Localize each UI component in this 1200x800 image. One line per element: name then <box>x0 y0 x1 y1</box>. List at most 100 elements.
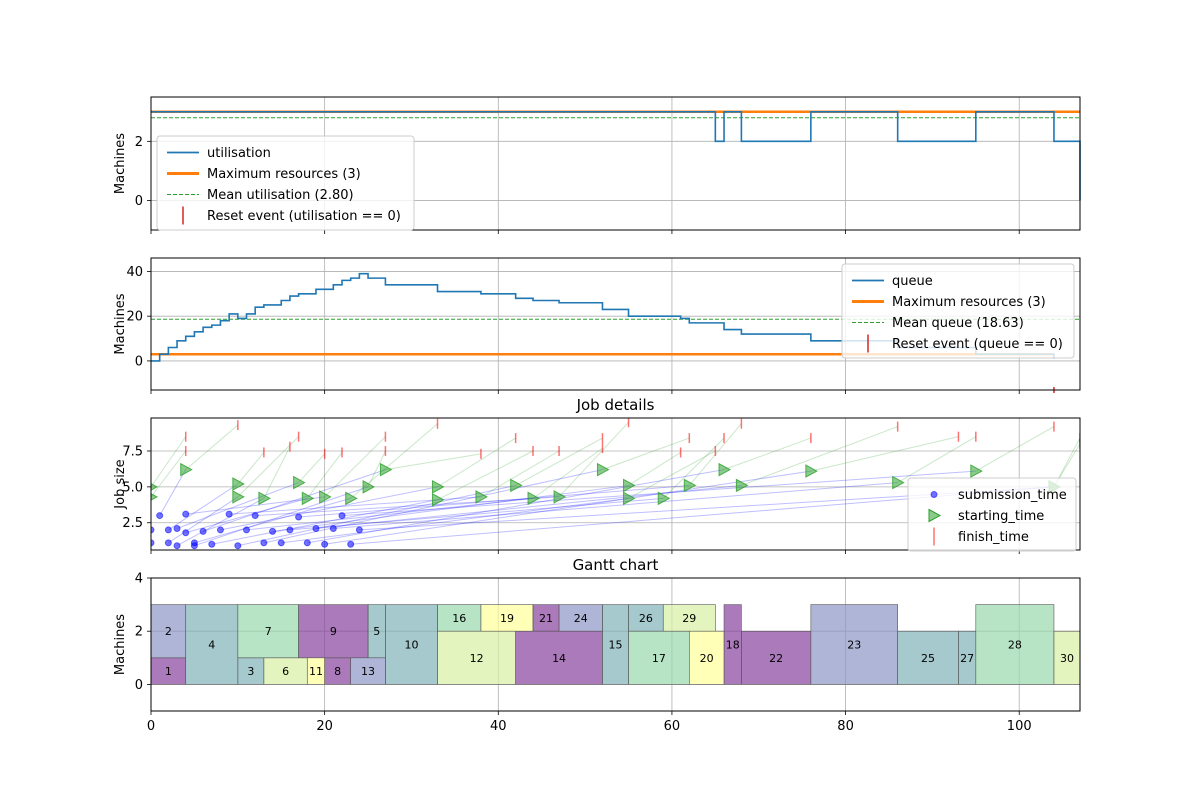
gantt-bar-label: 30 <box>1060 652 1074 665</box>
gantt-bar-label: 3 <box>247 665 254 678</box>
starting-point <box>623 478 636 493</box>
gantt-bar <box>532 604 560 632</box>
submission-point <box>269 527 277 535</box>
submission-point <box>190 542 198 550</box>
run-connector <box>298 453 326 483</box>
submission-point <box>199 527 207 535</box>
run-connector <box>263 446 291 499</box>
gantt-bar-label: 10 <box>404 639 418 652</box>
run-connector <box>810 436 959 472</box>
legend-label: starting_time <box>958 509 1044 524</box>
submission-point <box>151 539 155 547</box>
starting-point <box>362 480 376 494</box>
y-axis-label: Machines <box>113 133 128 194</box>
starting-point <box>258 491 271 506</box>
y-tick-label: 4 <box>135 572 143 587</box>
submission-point <box>260 539 268 547</box>
axes-frame <box>150 96 1081 231</box>
gantt-bar <box>237 657 265 685</box>
y-axis-label: Machines <box>113 614 128 675</box>
submission-point <box>164 539 172 547</box>
submission-point <box>216 526 224 534</box>
wait-connector <box>194 497 351 544</box>
starting-point <box>892 475 905 490</box>
starting-point <box>623 491 636 506</box>
starting-point <box>432 480 445 494</box>
starting-point <box>683 478 697 493</box>
starting-point <box>232 477 245 491</box>
queue-step-line <box>151 272 1055 362</box>
run-connector <box>237 436 299 498</box>
axes-frame <box>150 417 1081 551</box>
gantt-bar <box>558 604 603 632</box>
gantt-bar <box>628 604 664 632</box>
submission-point <box>277 539 285 547</box>
y-tick-label: 0 <box>135 678 143 693</box>
gantt-bar-label: 5 <box>373 625 380 638</box>
legend: queue Maximum resources (3) Mean queue (18… <box>841 263 1075 359</box>
submission-point <box>173 524 181 532</box>
run-connector <box>367 450 386 488</box>
legend-label: finish_time <box>958 530 1029 545</box>
run-connector <box>306 452 343 499</box>
submission-point <box>151 526 155 534</box>
wait-connector <box>168 483 239 531</box>
submission-point <box>347 540 355 548</box>
y-tick-label: 0 <box>135 354 143 369</box>
run-connector <box>185 424 239 471</box>
wait-connector <box>272 484 629 532</box>
wait-connector <box>307 469 725 544</box>
wait-connector <box>315 484 742 529</box>
gantt-bar-label: 6 <box>282 665 289 678</box>
gantt-bar <box>306 657 325 685</box>
legend-label: queue <box>892 274 933 289</box>
y-tick-label: 5.0 <box>122 480 143 495</box>
submission-point <box>164 526 172 534</box>
submission-point <box>182 529 190 537</box>
starting-point <box>379 462 393 477</box>
wait-connector <box>324 470 811 545</box>
starting-point <box>232 490 245 504</box>
gantt-bar-label: 14 <box>552 652 566 665</box>
utilisation-step-line <box>151 110 1081 201</box>
wait-connector <box>263 469 603 544</box>
gantt-bar-label: 22 <box>769 652 783 665</box>
run-connector <box>602 437 690 471</box>
gantt-bar-label: 11 <box>309 665 323 678</box>
starting-point <box>475 490 488 504</box>
wait-connector <box>237 484 516 547</box>
legend-frame <box>156 135 415 231</box>
legend-label: Reset event (utilisation == 0) <box>207 209 401 224</box>
legend-label: Maximum resources (3) <box>207 167 361 182</box>
starting-point <box>735 478 749 493</box>
gantt-bar-label: 19 <box>500 612 514 625</box>
starting-point <box>718 462 732 477</box>
queue-panel: 0 20 40 Machines queue Maximum resources (3) M… <box>113 257 1081 394</box>
legend-label: submission_time <box>958 488 1067 503</box>
wait-connector <box>185 496 325 515</box>
run-connector <box>385 453 482 471</box>
starting-point <box>527 491 541 506</box>
run-connector <box>532 447 603 499</box>
wait-connector <box>194 486 369 547</box>
gantt-bar-label: 18 <box>726 639 740 652</box>
submission-point <box>312 524 320 532</box>
wait-connector <box>185 497 308 534</box>
wait-connector <box>255 496 560 517</box>
run-connector <box>237 452 265 485</box>
gantt-bar-label: 20 <box>700 652 714 665</box>
submission-point <box>173 542 181 550</box>
legend-frame <box>841 263 1075 359</box>
gantt-bar-label: 17 <box>652 652 666 665</box>
run-connector <box>741 426 898 486</box>
wait-connector <box>176 497 265 547</box>
gantt-bar <box>897 630 959 685</box>
starting-point <box>301 491 315 506</box>
starting-point <box>596 462 610 477</box>
wait-connector <box>159 469 187 516</box>
gantt-bar <box>975 604 1055 685</box>
y-tick-label: 0 <box>135 194 143 209</box>
